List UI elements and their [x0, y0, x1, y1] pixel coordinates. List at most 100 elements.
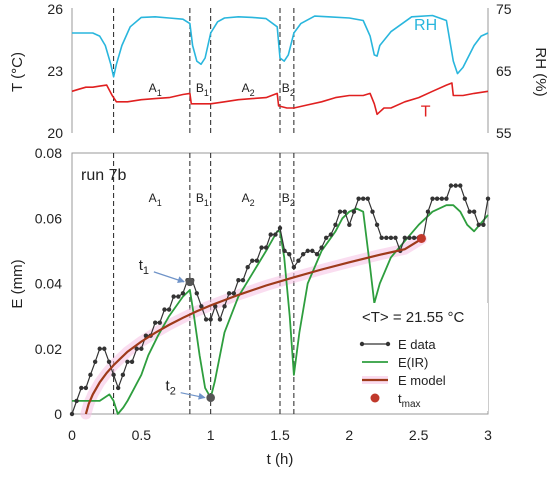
e-data-point: [180, 291, 186, 296]
e-data-point: [97, 346, 102, 351]
e-data-point: [120, 372, 126, 378]
e-data-point: [115, 385, 121, 391]
top-left-tick-label: 26: [47, 1, 63, 17]
legend-label: E data: [398, 337, 436, 352]
top-series: [71, 14, 489, 116]
e-data-point: [485, 196, 491, 201]
e-data-point: [481, 222, 486, 227]
e-data-point: [176, 294, 181, 299]
e-data-point: [393, 235, 398, 241]
e-data-point: [157, 320, 162, 325]
e-data-point: [88, 372, 93, 378]
e-data-point: [166, 307, 172, 312]
e-data-point: [222, 304, 227, 309]
e-data-point: [365, 196, 370, 201]
top-right-tick-label: 65: [496, 63, 512, 79]
e-data-point: [259, 245, 264, 250]
x-tick-label: 0.5: [132, 427, 152, 443]
legend-swatch-dot: [370, 393, 380, 403]
top-right-tick-labels: 75 65 55: [496, 1, 512, 141]
e-data-point: [448, 183, 454, 188]
e-data-point: [458, 183, 463, 188]
e-data-point: [153, 320, 158, 325]
e-data-point: [92, 359, 98, 364]
e-data-point: [240, 278, 246, 283]
e-data-point: [291, 264, 297, 270]
e-data-point: [439, 196, 445, 201]
e-data-point: [263, 245, 269, 250]
e-data-point: [254, 258, 260, 263]
e-data-point: [171, 294, 176, 299]
segment-label: B2: [282, 81, 295, 98]
mean-temperature-annotation: <T> = 21.55 °C: [362, 309, 464, 326]
e-data-point: [125, 359, 130, 364]
y-tick-label: 0.08: [35, 145, 62, 161]
e-data-point: [129, 359, 135, 364]
e-data-point: [425, 209, 431, 214]
e-data-point: [337, 209, 343, 214]
e-data-point: [287, 251, 292, 257]
e-data-point: [361, 196, 366, 201]
x-tick-label: 2: [345, 427, 353, 443]
e-data-point: [374, 222, 380, 227]
e-data-point: [411, 235, 417, 241]
bottom-panel-title: run 7b: [81, 167, 126, 184]
callout-label: t2: [166, 378, 176, 398]
t-series-line: [71, 82, 489, 116]
legend-label: E(IR): [398, 355, 428, 370]
highlighted-point: [185, 277, 195, 287]
e-data-point: [226, 291, 232, 296]
callout-label: t1: [139, 257, 149, 277]
bottom-segment-labels: A1 B1 A2 B2: [149, 191, 295, 208]
e-data-point: [319, 245, 324, 250]
e-data-point: [305, 248, 310, 254]
x-tick-label: 0: [68, 427, 76, 443]
e-data-point: [351, 209, 357, 214]
e-data-point: [388, 235, 394, 241]
x-tick-label: 1: [207, 427, 215, 443]
x-axis-label: t (h): [267, 451, 294, 468]
callout-arrowhead: [198, 392, 206, 400]
segment-label: A1: [149, 191, 162, 208]
legend-swatch-dot: [359, 341, 365, 347]
e-data-point: [83, 385, 89, 391]
e-data-point: [79, 385, 84, 391]
segment-label: B1: [196, 81, 209, 98]
e-data-point: [467, 209, 472, 214]
top-left-axis-label: T (°C): [9, 52, 26, 92]
e-data-point: [134, 346, 139, 351]
e-data-point: [69, 411, 75, 417]
e-data-point: [347, 222, 352, 227]
x-tick-label: 1.5: [270, 427, 290, 443]
e-data-point: [379, 235, 384, 241]
callout-arrowhead: [177, 276, 185, 283]
e-data-point: [273, 232, 278, 237]
e-model-series-line: [84, 238, 422, 415]
e-data-point: [203, 317, 209, 322]
top-boundaries: [113, 8, 295, 133]
e-data-point: [333, 222, 338, 227]
e-data-point: [74, 398, 79, 404]
legend-label: tmax: [398, 391, 421, 410]
legend: <T> = 21.55 °C E data E(IR) E model tmax: [352, 303, 488, 411]
point-callouts: t1 t2: [139, 257, 215, 402]
segment-label: A1: [149, 81, 162, 98]
e-data-point: [111, 372, 116, 378]
e-data-point: [356, 196, 361, 201]
e-data-point: [245, 264, 250, 270]
segment-label: A2: [242, 81, 255, 98]
e-data-point: [384, 235, 389, 241]
e-data-point: [268, 232, 273, 237]
y-tick-label: 0: [54, 406, 62, 422]
e-data-point: [231, 291, 237, 296]
e-data-point: [314, 251, 320, 257]
segment-label: B1: [196, 191, 209, 208]
legend-swatch-dot: [385, 341, 391, 347]
rh-curve-label: RH: [414, 17, 437, 34]
e-data-point: [217, 317, 223, 322]
e-data-point: [453, 183, 458, 188]
e-data-point: [277, 225, 283, 231]
y-tick-label: 0.02: [35, 341, 62, 357]
e-data-point: [236, 278, 241, 283]
